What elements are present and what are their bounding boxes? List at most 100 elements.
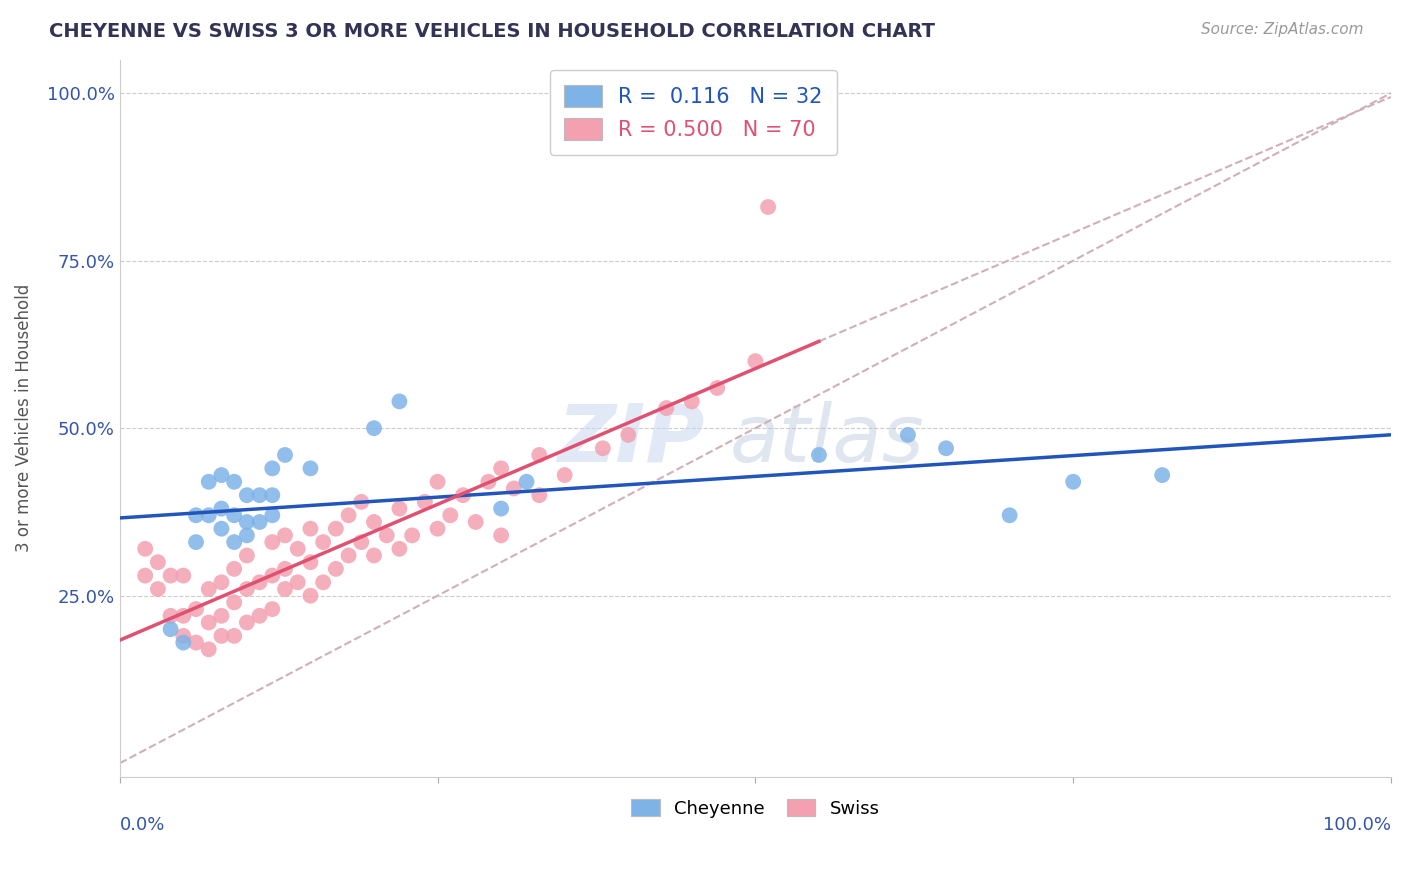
Point bbox=[236, 488, 259, 502]
Point bbox=[262, 508, 284, 523]
Point bbox=[350, 495, 373, 509]
Point bbox=[1152, 468, 1174, 483]
Point bbox=[211, 468, 233, 483]
Point bbox=[489, 528, 512, 542]
Point bbox=[274, 528, 297, 542]
Point bbox=[262, 488, 284, 502]
Point bbox=[807, 448, 830, 462]
Point bbox=[744, 354, 766, 368]
Point bbox=[413, 495, 436, 509]
Point bbox=[554, 468, 576, 483]
Point bbox=[681, 394, 703, 409]
Text: CHEYENNE VS SWISS 3 OR MORE VEHICLES IN HOUSEHOLD CORRELATION CHART: CHEYENNE VS SWISS 3 OR MORE VEHICLES IN … bbox=[49, 22, 935, 41]
Point bbox=[172, 635, 194, 649]
Point bbox=[197, 642, 219, 657]
Point bbox=[401, 528, 423, 542]
Point bbox=[388, 394, 411, 409]
Text: 0.0%: 0.0% bbox=[120, 816, 165, 834]
Point bbox=[529, 448, 551, 462]
Point bbox=[529, 488, 551, 502]
Point bbox=[274, 448, 297, 462]
Point bbox=[299, 589, 322, 603]
Point bbox=[211, 575, 233, 590]
Point bbox=[172, 568, 194, 582]
Point bbox=[159, 608, 181, 623]
Point bbox=[325, 522, 347, 536]
Point bbox=[350, 535, 373, 549]
Point bbox=[477, 475, 499, 489]
Point bbox=[146, 555, 169, 569]
Point bbox=[299, 522, 322, 536]
Text: Source: ZipAtlas.com: Source: ZipAtlas.com bbox=[1201, 22, 1364, 37]
Point bbox=[211, 608, 233, 623]
Point bbox=[1062, 475, 1084, 489]
Point bbox=[363, 549, 385, 563]
Point bbox=[172, 608, 194, 623]
Point bbox=[236, 582, 259, 596]
Point bbox=[262, 568, 284, 582]
Point bbox=[312, 535, 335, 549]
Point bbox=[211, 522, 233, 536]
Point bbox=[224, 562, 246, 576]
Point bbox=[262, 461, 284, 475]
Point bbox=[159, 568, 181, 582]
Point bbox=[337, 508, 360, 523]
Point bbox=[426, 522, 449, 536]
Point bbox=[224, 595, 246, 609]
Point bbox=[325, 562, 347, 576]
Point bbox=[935, 442, 957, 456]
Point bbox=[224, 535, 246, 549]
Point bbox=[159, 622, 181, 636]
Point bbox=[998, 508, 1021, 523]
Point bbox=[249, 488, 271, 502]
Point bbox=[211, 629, 233, 643]
Point bbox=[502, 482, 524, 496]
Point bbox=[197, 582, 219, 596]
Point bbox=[756, 200, 779, 214]
Point bbox=[439, 508, 461, 523]
Point bbox=[592, 442, 614, 456]
Point bbox=[184, 602, 207, 616]
Point bbox=[489, 461, 512, 475]
Point bbox=[363, 421, 385, 435]
Point bbox=[249, 608, 271, 623]
Point bbox=[224, 508, 246, 523]
Point bbox=[299, 555, 322, 569]
Point bbox=[388, 501, 411, 516]
Point bbox=[516, 475, 538, 489]
Point bbox=[197, 615, 219, 630]
Point bbox=[897, 428, 920, 442]
Point bbox=[236, 549, 259, 563]
Point bbox=[262, 602, 284, 616]
Point bbox=[172, 629, 194, 643]
Legend: Cheyenne, Swiss: Cheyenne, Swiss bbox=[624, 792, 887, 825]
Point bbox=[224, 475, 246, 489]
Point bbox=[184, 535, 207, 549]
Point bbox=[262, 535, 284, 549]
Point bbox=[337, 549, 360, 563]
Point bbox=[617, 428, 640, 442]
Y-axis label: 3 or more Vehicles in Household: 3 or more Vehicles in Household bbox=[15, 284, 32, 552]
Point bbox=[312, 575, 335, 590]
Point bbox=[184, 508, 207, 523]
Text: ZIP: ZIP bbox=[557, 401, 704, 479]
Point bbox=[451, 488, 474, 502]
Point bbox=[274, 562, 297, 576]
Point bbox=[197, 508, 219, 523]
Point bbox=[388, 541, 411, 556]
Point bbox=[211, 501, 233, 516]
Point bbox=[134, 568, 156, 582]
Point bbox=[249, 575, 271, 590]
Point bbox=[299, 461, 322, 475]
Point bbox=[236, 528, 259, 542]
Point bbox=[655, 401, 678, 415]
Point bbox=[249, 515, 271, 529]
Point bbox=[134, 541, 156, 556]
Point bbox=[224, 629, 246, 643]
Text: atlas: atlas bbox=[730, 401, 925, 479]
Point bbox=[236, 515, 259, 529]
Point bbox=[146, 582, 169, 596]
Point bbox=[375, 528, 398, 542]
Point bbox=[184, 635, 207, 649]
Point bbox=[274, 582, 297, 596]
